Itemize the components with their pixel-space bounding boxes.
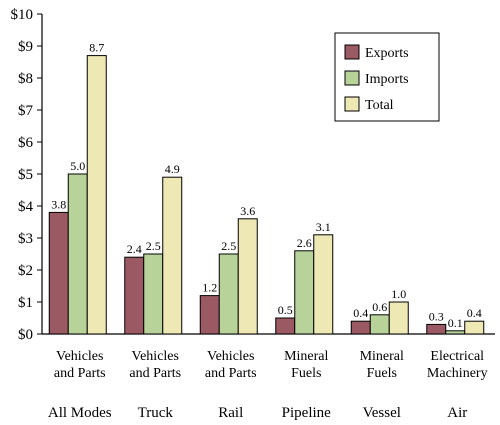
bar-total: [86, 55, 107, 335]
data-label: 0.5: [278, 303, 293, 317]
bar-imports: [143, 253, 164, 335]
legend-swatch-exports: [344, 44, 360, 60]
data-label: 2.5: [146, 239, 161, 253]
bar-exports: [48, 211, 69, 335]
category-label-line1: Vehicles: [132, 349, 179, 364]
data-label: 2.5: [221, 239, 236, 253]
y-tick-label: $9: [18, 39, 33, 55]
legend-label-imports: Imports: [365, 72, 409, 87]
data-label: 2.6: [297, 236, 312, 250]
y-tick-label: $2: [18, 263, 33, 279]
mode-label: Air: [447, 405, 467, 421]
bar-imports: [445, 330, 466, 335]
mode-label: Rail: [218, 405, 243, 421]
bars-group: [48, 55, 485, 335]
bar-total: [162, 176, 183, 335]
data-label: 0.1: [448, 316, 463, 330]
category-label-line2: Machinery: [427, 366, 488, 381]
category-label-line2: and Parts: [129, 366, 181, 381]
bar-exports: [275, 317, 296, 335]
y-tick-label: $10: [11, 7, 34, 23]
y-tick-label: $1: [18, 295, 33, 311]
y-tick-label: $3: [18, 231, 33, 247]
bar-imports: [294, 250, 315, 335]
data-label: 4.9: [165, 162, 180, 176]
category-label-line2: and Parts: [205, 366, 257, 381]
data-label: 2.4: [127, 242, 142, 256]
y-tick-label: $8: [18, 71, 33, 87]
bar-exports: [199, 295, 220, 335]
mode-label: Vessel: [363, 405, 401, 421]
data-labels-group: 3.8 5.0 8.7 2.4 2.5 4.9 1.2 2.5 3.6 0.5 2.6 3.1 0.4 0…: [51, 41, 482, 330]
x-axis-labels: Vehicles and Parts All Modes Vehicles and Pa…: [48, 349, 488, 421]
data-label: 1.2: [202, 281, 217, 295]
legend: Exports Imports Total: [334, 32, 440, 122]
y-axis: $0 $1 $2 $3 $4 $5 $6 $7 $8 $9 $10: [11, 7, 495, 343]
data-label: 3.8: [51, 197, 66, 211]
category-label-line1: Vehicles: [56, 349, 103, 364]
category-label-line2: and Parts: [54, 366, 106, 381]
category-label-line1: Mineral: [360, 349, 404, 364]
category-label-line1: Mineral: [284, 349, 328, 364]
data-label: 0.4: [353, 306, 368, 320]
legend-label-exports: Exports: [365, 46, 409, 61]
data-label: 0.3: [429, 309, 444, 323]
category-label-line2: Fuels: [367, 366, 397, 381]
bar-total: [237, 218, 258, 335]
legend-label-total: Total: [365, 98, 394, 113]
legend-swatch-imports: [344, 70, 360, 86]
y-tick-label: $4: [18, 199, 34, 215]
bar-exports: [350, 320, 371, 335]
y-tick-label: $6: [18, 135, 34, 151]
data-label: 3.1: [316, 220, 331, 234]
bar-exports: [124, 256, 145, 335]
data-label: 3.6: [240, 204, 255, 218]
mode-label: Pipeline: [282, 405, 332, 421]
data-label: 0.6: [372, 300, 387, 314]
y-tick-label: $0: [18, 327, 33, 343]
data-label: 8.7: [89, 41, 104, 55]
y-tick-label: $7: [18, 103, 34, 119]
bar-total: [313, 234, 334, 335]
data-label: 1.0: [391, 287, 406, 301]
bar-imports: [218, 253, 239, 335]
bar-imports: [369, 314, 390, 335]
data-label: 5.0: [70, 159, 85, 173]
mode-label: Truck: [138, 405, 174, 421]
bar-imports: [67, 173, 88, 335]
category-label-line1: Electrical: [430, 349, 484, 364]
mode-label: All Modes: [48, 405, 112, 421]
bar-total: [388, 301, 409, 335]
bar-total: [464, 320, 485, 335]
data-label: 0.4: [467, 306, 482, 320]
y-tick-label: $5: [18, 167, 33, 183]
bar-exports: [426, 323, 447, 335]
legend-swatch-total: [344, 96, 360, 112]
category-label-line1: Vehicles: [207, 349, 254, 364]
category-label-line2: Fuels: [291, 366, 321, 381]
